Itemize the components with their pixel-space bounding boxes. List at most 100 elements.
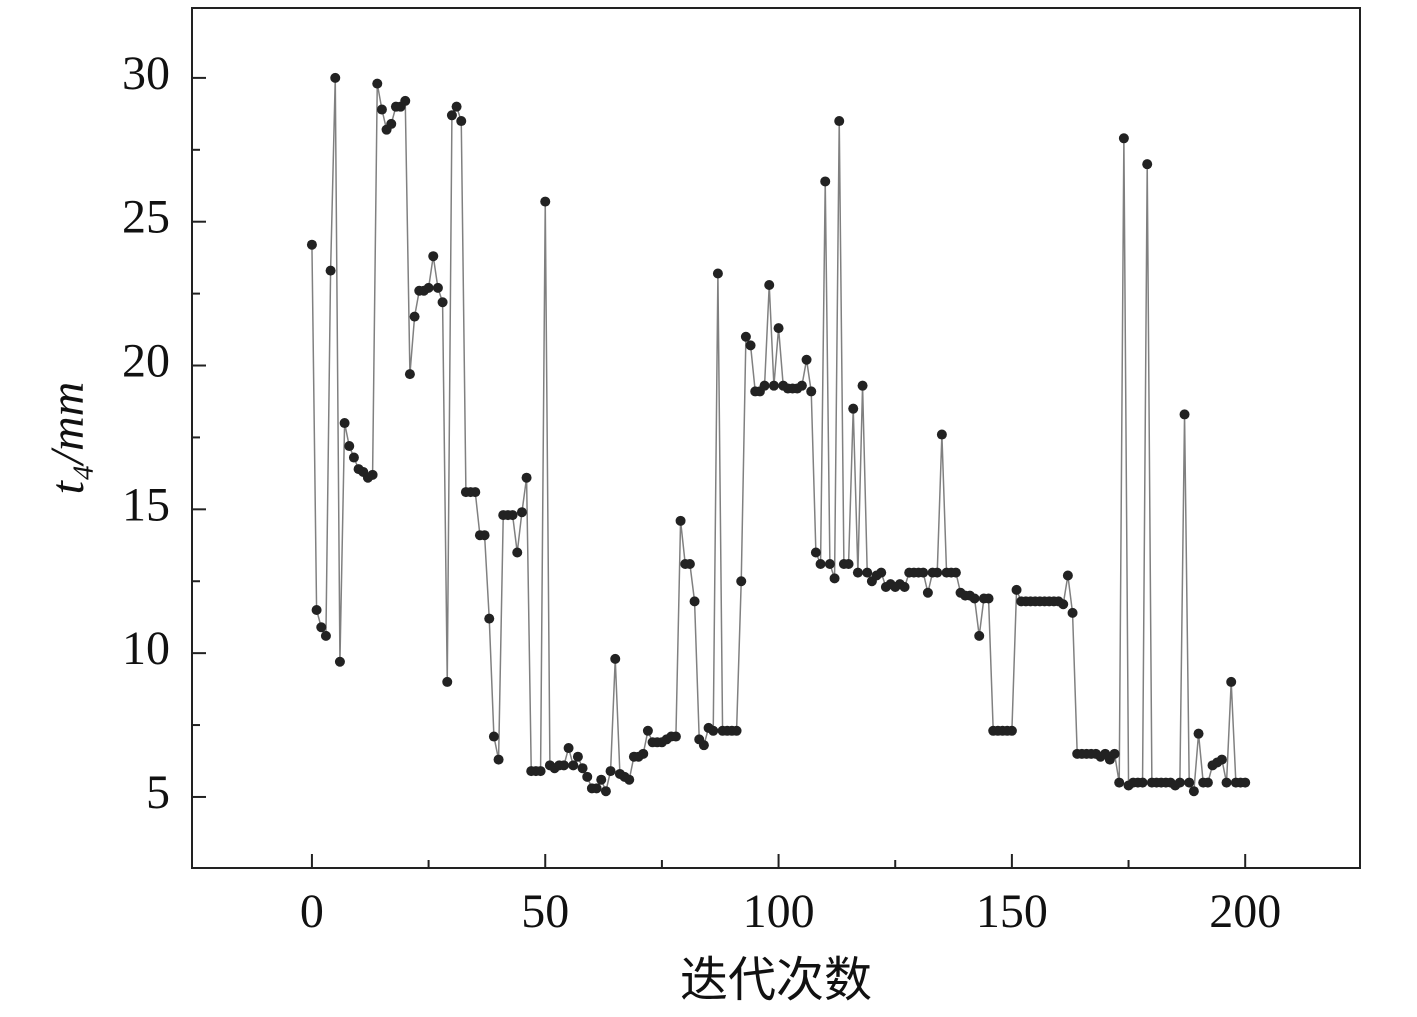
data-point: [1067, 607, 1078, 618]
data-point: [1188, 786, 1199, 797]
data-point: [568, 760, 579, 771]
data-point: [376, 104, 387, 115]
data-point: [409, 311, 420, 322]
data-point: [311, 605, 322, 615]
data-point: [932, 567, 943, 578]
data-point: [810, 547, 821, 558]
y-tick-label: 30: [122, 47, 170, 100]
data-point: [367, 469, 378, 480]
data-point: [1174, 777, 1185, 788]
data-point: [582, 771, 593, 782]
data-point: [824, 558, 835, 569]
data-point: [540, 196, 551, 207]
data-point: [451, 101, 462, 112]
data-point: [689, 596, 700, 607]
data-point: [918, 567, 929, 578]
data-point: [456, 116, 467, 127]
data-point: [974, 630, 985, 641]
data-point: [740, 331, 751, 342]
data-point: [950, 567, 961, 578]
data-point: [1062, 570, 1073, 581]
data-point: [432, 282, 443, 293]
data-point: [558, 760, 569, 771]
data-point: [428, 251, 439, 262]
data-point: [675, 515, 686, 526]
data-point: [848, 403, 859, 414]
data-point: [624, 774, 635, 785]
data-point: [1226, 676, 1237, 687]
data-point: [507, 510, 518, 521]
y-tick-label: 5: [146, 766, 170, 819]
data-point: [862, 567, 873, 578]
data-point: [470, 487, 481, 498]
data-point: [764, 279, 775, 290]
data-point: [1221, 777, 1232, 788]
x-tick-label: 100: [743, 885, 815, 938]
data-point: [834, 116, 845, 127]
data-point: [521, 472, 532, 483]
data-point: [857, 380, 868, 391]
data-point: [1058, 599, 1069, 610]
data-point: [736, 576, 747, 587]
data-point: [1118, 133, 1129, 144]
data-point: [899, 581, 910, 592]
data-point: [684, 558, 695, 569]
data-point: [334, 656, 345, 667]
data-point: [605, 766, 616, 777]
x-tick-label: 150: [976, 885, 1048, 938]
data-point: [1114, 777, 1125, 788]
series-line: [311, 77, 1246, 794]
data-point: [969, 593, 980, 604]
data-point: [759, 380, 770, 391]
data-point: [386, 118, 397, 129]
data-point: [516, 507, 527, 518]
data-point: [1006, 725, 1017, 736]
x-axis-label: 迭代次数: [680, 954, 872, 1007]
data-point: [1137, 777, 1148, 788]
data-point: [852, 567, 863, 578]
data-point: [712, 268, 723, 279]
data-point: [535, 766, 546, 777]
y-axis-label: t₄/mm: [41, 382, 94, 495]
data-point: [330, 72, 341, 83]
data-point: [1011, 584, 1022, 595]
data-point: [442, 676, 453, 687]
y-tick-label: 25: [122, 191, 170, 244]
data-point: [404, 369, 415, 380]
data-point: [1179, 409, 1190, 420]
data-point: [493, 754, 504, 765]
data-point: [325, 265, 336, 276]
data-point: [423, 282, 434, 293]
data-point: [596, 774, 607, 785]
data-point: [577, 763, 588, 774]
data-point: [773, 323, 784, 334]
data-point: [796, 380, 807, 391]
data-point: [1109, 748, 1120, 759]
data-point: [484, 613, 495, 624]
data-point: [446, 110, 457, 121]
data-point: [731, 725, 742, 736]
data-point: [820, 176, 831, 187]
data-point: [591, 783, 602, 794]
data-point: [815, 558, 826, 569]
data-point: [339, 418, 350, 429]
data-point: [306, 239, 317, 250]
data-point: [1193, 728, 1204, 739]
data-point: [1240, 777, 1251, 788]
data-point: [479, 530, 490, 541]
data-point: [638, 748, 649, 759]
data-point: [983, 593, 994, 604]
data-point: [708, 725, 719, 736]
data-point: [642, 725, 653, 736]
data-point: [437, 297, 448, 308]
data-point: [768, 380, 779, 391]
data-point: [922, 587, 933, 598]
data-point: [829, 573, 840, 584]
data-point: [348, 452, 359, 463]
data-point: [600, 786, 611, 797]
data-point: [1202, 777, 1213, 788]
data-point: [320, 630, 331, 641]
y-tick-label: 15: [122, 478, 170, 531]
data-point: [1142, 159, 1153, 170]
